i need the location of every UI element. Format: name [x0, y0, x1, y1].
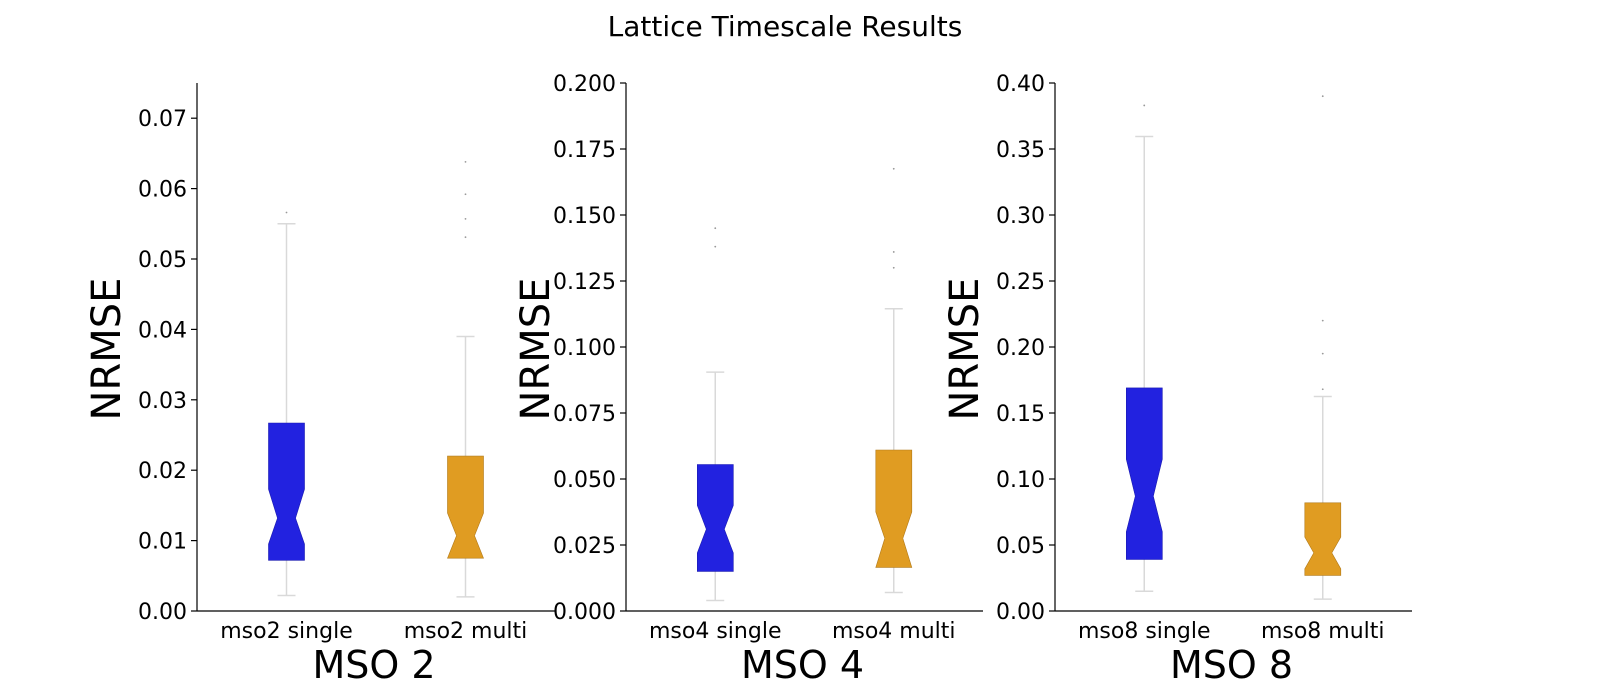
y-tick-label: 0.075 — [553, 402, 616, 427]
x-tick-label: mso2 multi — [404, 619, 528, 644]
y-axis-label: NRMSE — [942, 278, 988, 421]
x-tick-label: mso8 multi — [1261, 619, 1385, 644]
y-tick-label: 0.03 — [138, 389, 187, 414]
flier-point — [1321, 319, 1324, 322]
y-tick-label: 0.025 — [553, 534, 616, 559]
flier-point — [714, 227, 717, 230]
flier-point — [464, 160, 467, 163]
y-tick-label: 0.06 — [138, 178, 187, 203]
box-body — [875, 449, 913, 568]
flier-point — [285, 211, 288, 214]
flier-point — [714, 245, 717, 248]
x-axis-label: MSO 4 — [741, 643, 864, 687]
y-tick-label: 0.00 — [138, 600, 187, 625]
box-mso2-multi — [447, 160, 484, 598]
y-tick-label: 0.000 — [553, 600, 616, 625]
y-tick-label: 0.01 — [138, 530, 187, 555]
panel-1: 0.00 0.01 0.02 0.03 0.04 0.05 0.06 0.07 NRMSE MSO… — [84, 83, 555, 687]
chart-title: Lattice Timescale Results — [608, 10, 963, 43]
flier-point — [464, 236, 467, 239]
box-body — [447, 455, 484, 559]
flier-point — [892, 167, 895, 170]
box-body — [1126, 387, 1163, 560]
panels: 0.00 0.01 0.02 0.03 0.04 0.05 0.06 0.07 NRMSE MSO… — [84, 72, 1412, 687]
y-axis-label: NRMSE — [513, 278, 559, 421]
y-tick-label: 0.35 — [996, 138, 1045, 163]
x-tick-label: mso2 single — [220, 619, 352, 644]
flier-point — [1321, 388, 1324, 391]
panel-2: 0.000 0.025 0.050 0.075 0.100 0.125 0.150 0.175… — [513, 72, 983, 687]
box-mso4-multi — [875, 167, 913, 594]
box-mso8-multi — [1304, 95, 1342, 600]
y-tick-label: 0.100 — [553, 336, 616, 361]
y-tick-label: 0.05 — [138, 248, 187, 273]
y-tick-label: 0.20 — [996, 336, 1045, 361]
box-mso2-single — [268, 211, 305, 597]
y-tick-label: 0.050 — [553, 468, 616, 493]
x-tick-label: mso4 single — [649, 619, 781, 644]
box-body — [268, 422, 305, 561]
flier-point — [1321, 352, 1324, 355]
x-axis-label: MSO 2 — [312, 643, 435, 687]
y-tick-label: 0.07 — [138, 107, 187, 132]
box-mso4-single — [696, 227, 734, 602]
box-body — [696, 464, 734, 572]
panel-3: 0.00 0.05 0.10 0.15 0.20 0.25 0.30 0.35 0.40 NRMS… — [942, 72, 1412, 687]
flier-point — [892, 251, 895, 253]
flier-point — [464, 193, 467, 196]
y-tick-label: 0.25 — [996, 270, 1045, 295]
y-tick-label: 0.30 — [996, 204, 1045, 229]
box-body — [1304, 502, 1342, 576]
y-tick-label: 0.200 — [553, 72, 616, 97]
y-tick-label: 0.05 — [996, 534, 1045, 559]
y-tick-label: 0.02 — [138, 459, 187, 484]
x-tick-label: mso4 multi — [832, 619, 956, 644]
flier-point — [464, 217, 467, 220]
y-tick-label: 0.175 — [553, 138, 616, 163]
y-tick-label: 0.15 — [996, 402, 1045, 427]
flier-point — [892, 266, 895, 269]
y-axis-label: NRMSE — [84, 278, 130, 421]
y-tick-label: 0.40 — [996, 72, 1045, 97]
x-axis-label: MSO 8 — [1170, 643, 1293, 687]
box-mso8-single — [1126, 104, 1163, 592]
y-tick-label: 0.125 — [553, 270, 616, 295]
flier-point — [1143, 104, 1146, 107]
y-tick-label: 0.10 — [996, 468, 1045, 493]
flier-point — [1321, 95, 1324, 98]
x-tick-label: mso8 single — [1078, 619, 1210, 644]
y-tick-label: 0.150 — [553, 204, 616, 229]
y-tick-label: 0.04 — [138, 318, 187, 343]
y-tick-label: 0.00 — [996, 600, 1045, 625]
